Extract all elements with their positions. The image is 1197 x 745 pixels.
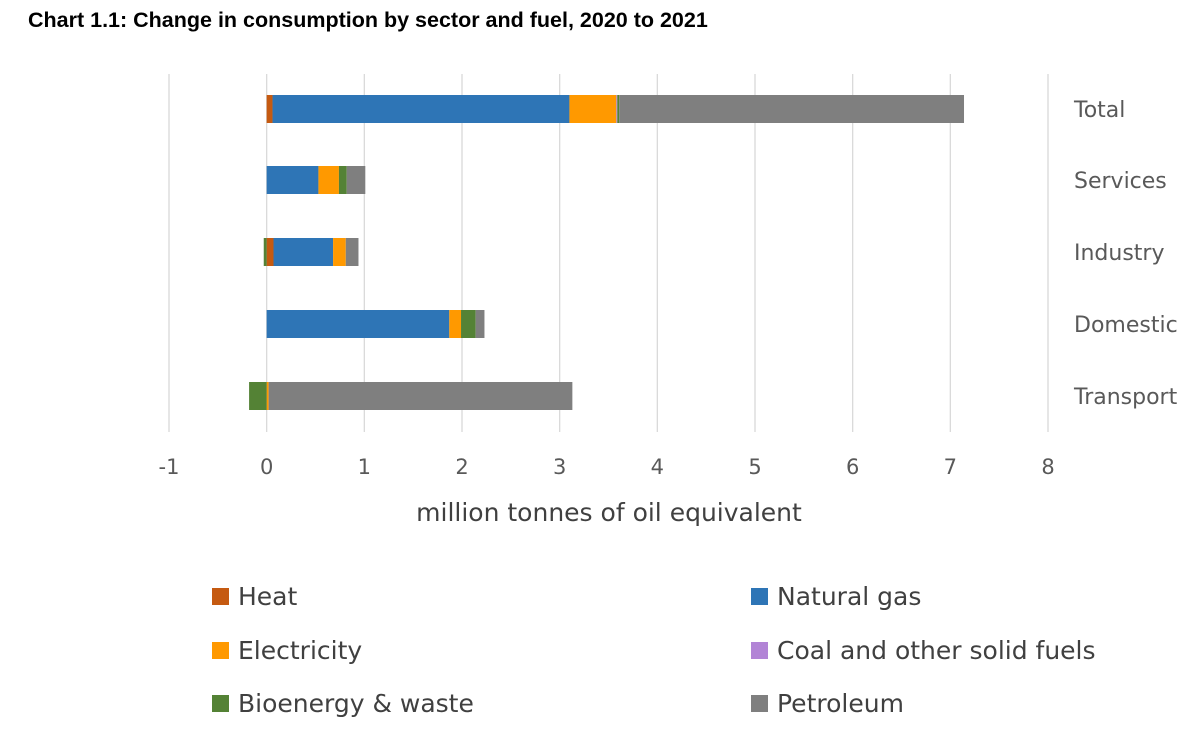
legend-label: Petroleum [777, 689, 904, 718]
legend-label: Electricity [238, 636, 362, 665]
legend-swatch [212, 588, 229, 605]
category-label-transport: Transport [1073, 385, 1178, 410]
x-tick-label: 8 [1041, 455, 1054, 479]
legend-item-electricity: Electricity [212, 636, 362, 665]
x-tick-label: -1 [159, 455, 180, 479]
x-tick-label: 3 [553, 455, 566, 479]
legend-item-heat: Heat [212, 582, 297, 611]
bar-industry-petroleum [345, 238, 359, 266]
legend-item-coal-and-other-solid-fuels: Coal and other solid fuels [751, 636, 1096, 665]
bar-total-petroleum [619, 95, 965, 123]
bar-domestic-bioenergy-and-waste [461, 310, 476, 338]
legend-swatch [212, 695, 229, 712]
bar-industry-bioenergy-and-waste [263, 238, 267, 266]
category-label-total: Total [1073, 98, 1125, 123]
bar-domestic-electricity [449, 310, 462, 338]
category-label-industry: Industry [1074, 241, 1165, 266]
bar-domestic-natural-gas [266, 310, 450, 338]
x-tick-label: 4 [651, 455, 664, 479]
x-tick-label: 2 [455, 455, 468, 479]
x-tick-label: 1 [358, 455, 371, 479]
bar-industry-natural-gas [273, 238, 334, 266]
x-tick-label: 7 [944, 455, 957, 479]
legend-swatch [212, 642, 229, 659]
legend-label: Heat [238, 582, 297, 611]
bar-total-coal-and-other-solid-fuels [616, 95, 618, 123]
chart-title: Chart 1.1: Change in consumption by sect… [28, 8, 708, 32]
bar-domestic-petroleum [475, 310, 485, 338]
bar-total-bioenergy-and-waste [617, 95, 620, 123]
bar-industry-electricity [333, 238, 346, 266]
bar-services-petroleum [346, 166, 366, 194]
category-labels: Total Services Industry Domestic Transport [1073, 98, 1178, 410]
bar-total-electricity [569, 95, 617, 123]
bar-services-bioenergy-and-waste [338, 166, 347, 194]
bar-transport-electricity [266, 382, 269, 410]
bar-total-heat [266, 95, 273, 123]
legend-swatch [751, 588, 768, 605]
category-label-services: Services [1074, 169, 1167, 194]
legend-item-petroleum: Petroleum [751, 689, 904, 718]
bar-services-natural-gas [266, 166, 319, 194]
legend-swatch [751, 642, 768, 659]
legend-item-bioenergy-and-waste: Bioenergy & waste [212, 689, 474, 718]
category-label-domestic: Domestic [1074, 313, 1178, 338]
legend-label: Natural gas [777, 582, 921, 611]
x-axis-ticks: -1 0 1 2 3 4 5 6 7 8 [159, 455, 1055, 479]
bar-industry-heat [266, 238, 274, 266]
legend-label: Bioenergy & waste [238, 689, 474, 718]
bar-plot [249, 95, 965, 410]
legend-swatch [751, 695, 768, 712]
legend: Heat Natural gas Electricity Coal and other… [212, 582, 1096, 718]
x-tick-label: 0 [260, 455, 273, 479]
bar-total-natural-gas [272, 95, 570, 123]
bar-services-electricity [318, 166, 339, 194]
x-axis-title: million tonnes of oil equivalent [416, 498, 802, 527]
x-tick-label: 5 [748, 455, 761, 479]
bar-transport-petroleum [268, 382, 573, 410]
x-tick-label: 6 [846, 455, 859, 479]
legend-label: Coal and other solid fuels [777, 636, 1096, 665]
legend-item-natural-gas: Natural gas [751, 582, 921, 611]
bar-transport-bioenergy-and-waste [249, 382, 267, 410]
